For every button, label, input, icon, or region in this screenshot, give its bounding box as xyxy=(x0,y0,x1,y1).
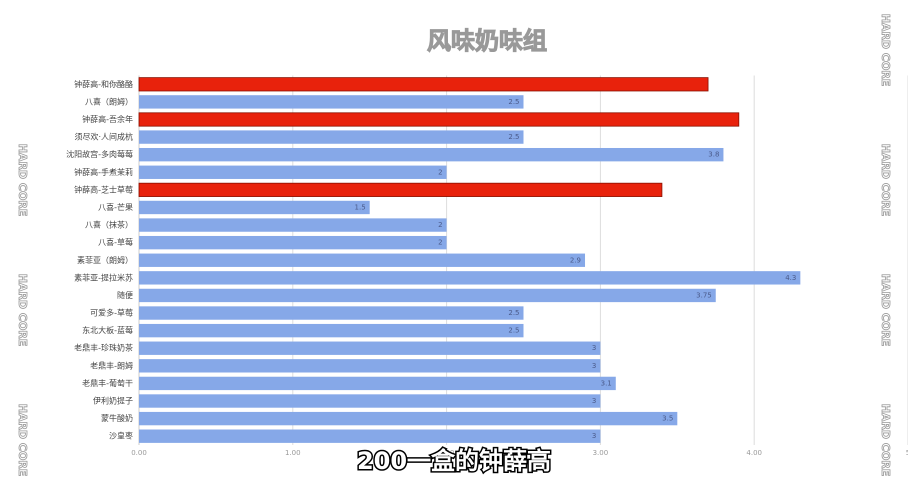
value-label: 3 xyxy=(592,362,596,370)
x-tick-label: 5 xyxy=(906,449,908,457)
bar xyxy=(139,253,586,267)
bar xyxy=(139,288,716,303)
y-tick-label: 沈阳故宫-多肉莓莓 xyxy=(66,149,133,159)
x-tick-label: 1.00 xyxy=(285,449,301,457)
y-tick-label: 钟薛高-手煮茉莉 xyxy=(74,167,133,177)
y-tick-label: 钟薛高-和你酪酪 xyxy=(74,79,133,89)
value-label: 1.5 xyxy=(355,203,366,211)
value-label: 2.5 xyxy=(508,98,519,106)
watermark: HARD CORE xyxy=(879,144,892,217)
bar xyxy=(138,182,663,197)
value-label: 3.8 xyxy=(708,151,719,159)
value-label: 2.5 xyxy=(508,309,519,317)
y-tick-label: 老鼎丰-珍珠奶茶 xyxy=(74,343,133,353)
watermark: HARD CORE xyxy=(879,14,892,87)
value-label: 2 xyxy=(438,239,442,247)
watermark: HARD CORE xyxy=(16,404,29,477)
y-tick-label: 蒙牛酸奶 xyxy=(101,413,133,423)
value-label: 2 xyxy=(438,168,442,176)
bar xyxy=(139,147,724,162)
x-tick-label: 0.00 xyxy=(131,449,147,457)
value-label: 2.9 xyxy=(570,256,581,264)
caption: 200一盒的钟薛高 xyxy=(357,447,551,475)
bar xyxy=(139,341,601,355)
bar xyxy=(139,394,601,408)
value-label: 3 xyxy=(592,344,596,352)
y-tick-label: 八喜（朗姆） xyxy=(85,96,133,106)
bar xyxy=(139,359,601,373)
y-tick-label: 老鼎丰-朗姆 xyxy=(90,360,133,370)
value-label: 3 xyxy=(592,432,596,440)
y-tick-label: 伊利奶提子 xyxy=(93,396,133,406)
watermark: HARD CORE xyxy=(879,274,892,347)
watermarks: HARD CORE HARD CORE HARD CORE HARD CORE HARD… xyxy=(16,13,893,477)
bar xyxy=(139,95,524,109)
bar xyxy=(139,376,616,391)
bar xyxy=(139,235,447,250)
bar xyxy=(139,411,678,426)
value-label: 2 xyxy=(438,221,442,229)
bar xyxy=(139,429,601,443)
x-tick-label: 3.00 xyxy=(593,449,609,457)
value-label: 2.5 xyxy=(508,133,519,141)
y-tick-label: 沙皇枣 xyxy=(109,431,133,441)
y-tick-label: 钟薛高-芝士草莓 xyxy=(74,184,133,194)
y-tick-label: 八喜-草莓 xyxy=(98,237,133,247)
y-tick-label: 随便 xyxy=(117,290,133,300)
y-tick-label: 钟薛高-吾余年 xyxy=(82,114,133,124)
bar xyxy=(139,130,524,144)
y-tick-label: 须尽欢·人间成杭 xyxy=(74,132,133,142)
y-tick-label: 素菲亚（朗姆） xyxy=(77,255,133,265)
value-label: 3.1 xyxy=(601,379,612,387)
watermark: HARD CORE xyxy=(16,144,29,217)
bar xyxy=(138,112,740,127)
y-tick-label: 八喜-芒果 xyxy=(98,202,133,212)
y-tick-label: 老鼎丰-葡萄干 xyxy=(82,378,133,388)
bar xyxy=(139,306,524,320)
watermark: HARD CORE xyxy=(879,404,892,477)
bar xyxy=(139,323,524,338)
x-tick-label: 4.00 xyxy=(746,449,762,457)
bar xyxy=(138,77,709,92)
value-label: 3.75 xyxy=(696,291,712,299)
y-tick-label: 可爱多-草莓 xyxy=(90,308,133,318)
x-tick-label: 2.00 xyxy=(439,449,455,457)
value-label: 2.5 xyxy=(508,327,519,335)
y-tick-label: 素菲亚-提拉米苏 xyxy=(74,272,133,282)
y-tick-label: 八喜（抹茶） xyxy=(85,220,133,230)
chart-title: 风味奶味组 xyxy=(427,27,547,55)
value-label: 3 xyxy=(592,397,596,405)
bar xyxy=(139,218,447,232)
watermark: HARD CORE xyxy=(16,274,29,347)
bar xyxy=(139,200,370,215)
bar xyxy=(139,165,447,179)
value-label: 4.3 xyxy=(785,274,796,282)
bar xyxy=(139,271,801,285)
y-tick-label: 东北大板-蓝莓 xyxy=(82,325,133,335)
value-label: 3.5 xyxy=(662,415,673,423)
